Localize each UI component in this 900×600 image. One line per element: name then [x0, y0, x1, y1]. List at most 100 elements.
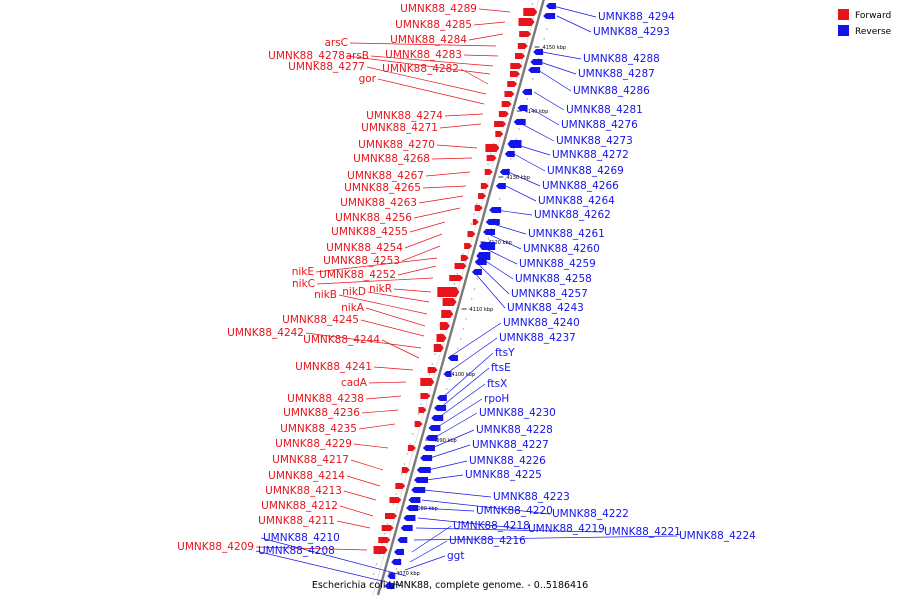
- gene-label-umnk88-4281[interactable]: UMNK88_4281: [566, 104, 643, 116]
- forward-gene-feature[interactable]: [510, 63, 523, 69]
- gene-label-umnk88-4256[interactable]: UMNK88_4256: [335, 212, 412, 224]
- forward-gene-feature[interactable]: [510, 71, 521, 77]
- forward-gene-feature[interactable]: [437, 287, 460, 297]
- gene-label-umnk88-4221[interactable]: UMNK88_4221: [604, 526, 681, 538]
- reverse-gene-feature[interactable]: [517, 105, 528, 111]
- reverse-gene-feature[interactable]: [504, 151, 515, 157]
- forward-gene-feature[interactable]: [485, 144, 500, 152]
- forward-gene-feature[interactable]: [523, 8, 538, 16]
- gene-label-arsb[interactable]: arsB: [346, 50, 369, 62]
- gene-label-umnk88-4260[interactable]: UMNK88_4260: [523, 243, 600, 255]
- forward-gene-feature[interactable]: [519, 31, 532, 37]
- forward-gene-feature[interactable]: [484, 169, 493, 175]
- gene-label-ftsx[interactable]: ftsX: [487, 378, 507, 390]
- gene-label-rpoh[interactable]: rpoH: [484, 393, 509, 405]
- reverse-gene-feature[interactable]: [384, 583, 395, 589]
- forward-gene-feature[interactable]: [478, 193, 487, 199]
- forward-gene-feature[interactable]: [504, 91, 515, 97]
- reverse-gene-feature[interactable]: [391, 559, 402, 565]
- forward-gene-feature[interactable]: [467, 231, 476, 237]
- forward-gene-feature[interactable]: [439, 322, 450, 330]
- gene-label-umnk88-4242[interactable]: UMNK88_4242: [227, 327, 304, 339]
- forward-gene-feature[interactable]: [460, 255, 469, 261]
- reverse-gene-feature[interactable]: [495, 183, 506, 189]
- reverse-gene-feature[interactable]: [543, 13, 556, 19]
- gene-label-umnk88-4222[interactable]: UMNK88_4222: [552, 508, 629, 520]
- reverse-gene-feature[interactable]: [428, 425, 441, 431]
- gene-label-ftse[interactable]: ftsE: [491, 362, 511, 374]
- gene-label-umnk88-4288[interactable]: UMNK88_4288: [583, 53, 660, 65]
- gene-label-umnk88-4268[interactable]: UMNK88_4268: [353, 153, 430, 165]
- gene-label-umnk88-4214[interactable]: UMNK88_4214: [268, 470, 345, 482]
- gene-label-umnk88-4284[interactable]: UMNK88_4284: [390, 34, 467, 46]
- forward-gene-feature[interactable]: [507, 81, 518, 87]
- forward-gene-feature[interactable]: [442, 298, 457, 306]
- gene-label-umnk88-4289[interactable]: UMNK88_4289: [400, 3, 477, 15]
- reverse-gene-feature[interactable]: [397, 537, 408, 543]
- reverse-gene-feature[interactable]: [408, 497, 421, 503]
- gene-label-umnk88-4224[interactable]: UMNK88_4224: [679, 530, 756, 542]
- gene-label-umnk88-4217[interactable]: UMNK88_4217: [272, 454, 349, 466]
- gene-label-umnk88-4276[interactable]: UMNK88_4276: [561, 119, 638, 131]
- reverse-gene-feature[interactable]: [422, 445, 435, 451]
- reverse-gene-feature[interactable]: [425, 435, 438, 441]
- gene-label-umnk88-4237[interactable]: UMNK88_4237: [499, 332, 576, 344]
- gene-label-umnk88-4219[interactable]: UMNK88_4219: [528, 523, 605, 535]
- gene-label-umnk88-4245[interactable]: UMNK88_4245: [282, 314, 359, 326]
- forward-gene-feature[interactable]: [436, 334, 447, 342]
- reverse-gene-feature[interactable]: [479, 242, 496, 250]
- forward-gene-feature[interactable]: [433, 344, 444, 352]
- reverse-gene-feature[interactable]: [499, 169, 510, 175]
- gene-label-umnk88-4218[interactable]: UMNK88_4218: [453, 520, 530, 532]
- reverse-gene-feature[interactable]: [545, 3, 556, 9]
- gene-label-umnk88-4229[interactable]: UMNK88_4229: [275, 438, 352, 450]
- reverse-gene-feature[interactable]: [489, 207, 502, 213]
- reverse-gene-feature[interactable]: [476, 252, 491, 260]
- reverse-gene-feature[interactable]: [528, 67, 541, 73]
- forward-gene-feature[interactable]: [441, 310, 454, 318]
- forward-gene-feature[interactable]: [474, 205, 483, 211]
- forward-gene-feature[interactable]: [381, 525, 394, 531]
- forward-gene-feature[interactable]: [427, 367, 438, 373]
- reverse-gene-feature[interactable]: [530, 59, 543, 65]
- gene-label-umnk88-4271[interactable]: UMNK88_4271: [361, 122, 438, 134]
- gene-label-umnk88-4216[interactable]: UMNK88_4216: [449, 535, 526, 547]
- gene-label-umnk88-4253[interactable]: UMNK88_4253: [323, 255, 400, 267]
- gene-label-umnk88-4287[interactable]: UMNK88_4287: [578, 68, 655, 80]
- gene-label-umnk88-4252[interactable]: UMNK88_4252: [319, 269, 396, 281]
- reverse-gene-feature[interactable]: [436, 395, 447, 401]
- forward-gene-feature[interactable]: [480, 183, 489, 189]
- forward-gene-feature[interactable]: [472, 219, 479, 225]
- gene-label-umnk88-4228[interactable]: UMNK88_4228: [476, 424, 553, 436]
- gene-label-umnk88-4272[interactable]: UMNK88_4272: [552, 149, 629, 161]
- gene-label-umnk88-4235[interactable]: UMNK88_4235: [280, 423, 357, 435]
- gene-label-nikd[interactable]: nikD: [342, 286, 366, 298]
- gene-label-umnk88-4230[interactable]: UMNK88_4230: [479, 407, 556, 419]
- gene-label-umnk88-4294[interactable]: UMNK88_4294: [598, 11, 675, 23]
- forward-gene-feature[interactable]: [418, 407, 427, 413]
- forward-gene-feature[interactable]: [449, 275, 464, 281]
- reverse-gene-feature[interactable]: [447, 355, 458, 361]
- gene-label-umnk88-4264[interactable]: UMNK88_4264: [538, 195, 615, 207]
- gene-label-ftsy[interactable]: ftsY: [495, 347, 515, 359]
- reverse-gene-feature[interactable]: [522, 89, 533, 95]
- gene-label-umnk88-4236[interactable]: UMNK88_4236: [283, 407, 360, 419]
- reverse-gene-feature[interactable]: [533, 49, 544, 55]
- reverse-gene-feature[interactable]: [406, 505, 419, 511]
- legend-reverse[interactable]: Reverse: [838, 25, 892, 37]
- gene-label-nikb[interactable]: nikB: [314, 289, 337, 301]
- gene-label-nikc[interactable]: nikC: [292, 278, 315, 290]
- legend-forward[interactable]: Forward: [838, 9, 891, 21]
- gene-label-nikr[interactable]: nikR: [369, 283, 392, 295]
- gene-label-umnk88-4269[interactable]: UMNK88_4269: [547, 165, 624, 177]
- forward-gene-feature[interactable]: [495, 131, 504, 137]
- gene-label-nike[interactable]: nikE: [292, 266, 314, 278]
- reverse-gene-feature[interactable]: [393, 549, 404, 555]
- gene-label-umnk88-4261[interactable]: UMNK88_4261: [528, 228, 605, 240]
- forward-gene-feature[interactable]: [395, 483, 406, 489]
- reverse-gene-feature[interactable]: [411, 487, 426, 493]
- forward-gene-feature[interactable]: [420, 378, 435, 386]
- gene-label-umnk88-4267[interactable]: UMNK88_4267: [347, 170, 424, 182]
- gene-label-umnk88-4244[interactable]: UMNK88_4244: [303, 334, 380, 346]
- gene-label-umnk88-4240[interactable]: UMNK88_4240: [503, 317, 580, 329]
